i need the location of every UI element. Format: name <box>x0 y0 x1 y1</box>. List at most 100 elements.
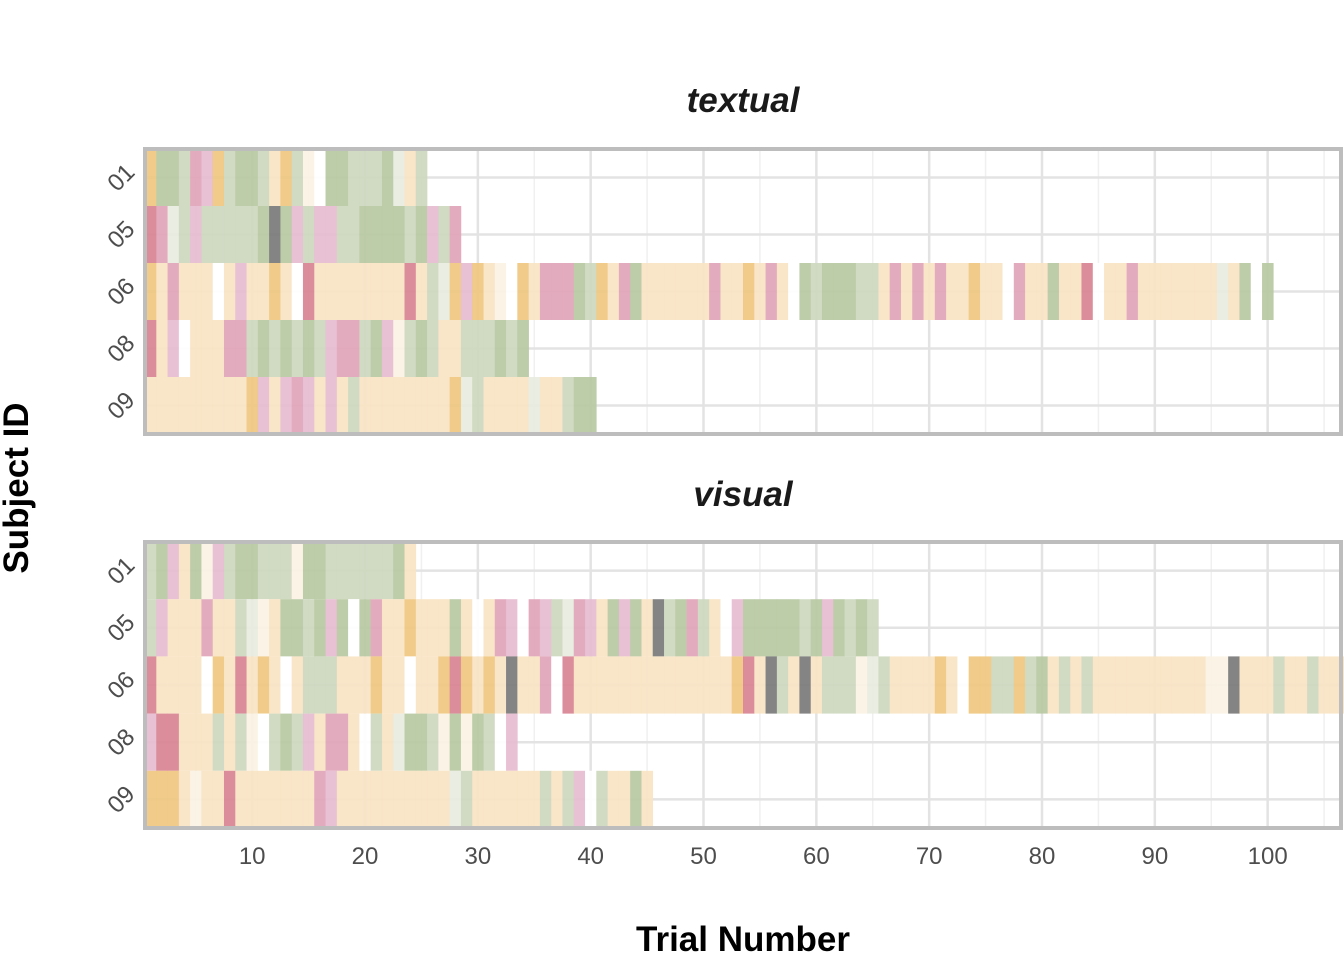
trial-tile <box>370 713 383 771</box>
trial-tile <box>393 377 405 434</box>
trial-tile <box>472 320 484 377</box>
trial-tile <box>302 599 315 657</box>
trial-tile <box>630 599 642 657</box>
trial-tile <box>743 656 755 714</box>
trial-tile <box>178 656 191 714</box>
trial-tile <box>472 656 484 714</box>
trial-tile <box>291 542 304 600</box>
trial-tile <box>664 599 676 657</box>
trial-tile <box>156 377 168 434</box>
trial-tile <box>269 599 281 657</box>
trial-tile <box>190 320 202 377</box>
trial-tile <box>404 149 417 206</box>
y-tick-label: 08 <box>102 724 140 762</box>
trial-tile <box>652 656 665 714</box>
trial-tile <box>528 377 541 434</box>
trial-tile <box>460 263 473 320</box>
trial-tile <box>370 149 383 206</box>
trial-tile <box>607 770 620 828</box>
trial-tile <box>156 263 168 320</box>
trial-tile <box>190 377 202 434</box>
trial-tile <box>302 206 315 263</box>
trial-tile <box>291 263 304 320</box>
trial-tile <box>449 206 462 263</box>
trial-tile <box>291 149 304 206</box>
trial-tile <box>235 542 247 600</box>
trial-tile <box>246 377 259 434</box>
trial-tile <box>438 263 450 320</box>
trial-tile <box>1058 263 1071 320</box>
trial-tile <box>551 263 563 320</box>
trial-tile <box>223 599 236 657</box>
trial-tile <box>810 656 823 714</box>
trial-tile <box>212 542 225 600</box>
trial-tile <box>302 713 315 771</box>
trial-tile <box>393 599 405 657</box>
trial-tile <box>269 263 281 320</box>
trial-tile <box>212 713 225 771</box>
trial-tile <box>257 263 270 320</box>
trial-tile <box>810 599 823 657</box>
trial-tile <box>235 770 247 828</box>
trial-tile <box>314 206 326 263</box>
trial-tile <box>167 713 180 771</box>
trial-tile <box>348 713 360 771</box>
trial-tile <box>359 320 371 377</box>
trial-tile <box>325 263 338 320</box>
trial-tile <box>867 263 879 320</box>
trial-tile <box>1036 263 1048 320</box>
trial-tile <box>359 542 371 600</box>
trial-tile <box>821 599 834 657</box>
y-tick-label: 01 <box>102 552 140 590</box>
y-tick-label: 05 <box>102 216 140 254</box>
trial-tile <box>506 656 518 714</box>
trial-tile <box>178 377 191 434</box>
trial-tile <box>675 263 687 320</box>
trial-tile <box>167 542 180 600</box>
x-tick-label: 90 <box>1141 843 1168 870</box>
trial-tile <box>291 320 304 377</box>
trial-tile <box>235 206 247 263</box>
trial-tile <box>404 377 417 434</box>
trial-tile <box>1250 263 1263 320</box>
trial-tile <box>641 263 654 320</box>
trial-tile <box>223 713 236 771</box>
trial-tile <box>483 713 496 771</box>
trial-tile <box>269 656 281 714</box>
trial-tile <box>528 656 541 714</box>
trial-tile <box>483 377 496 434</box>
trial-tile <box>686 263 699 320</box>
trial-tile <box>1115 656 1127 714</box>
trial-tile <box>393 656 405 714</box>
trial-tile <box>506 320 518 377</box>
trial-tile <box>269 206 281 263</box>
trial-tile <box>325 542 338 600</box>
subject-row-05 <box>145 206 462 263</box>
trial-tile <box>280 542 292 600</box>
trial-tile <box>359 149 371 206</box>
trial-tile <box>201 320 213 377</box>
trial-tile <box>212 149 225 206</box>
trial-tile <box>494 263 507 320</box>
trial-tile <box>720 656 733 714</box>
trial-tile <box>472 377 484 434</box>
trial-tile <box>257 206 270 263</box>
trial-tile <box>370 320 383 377</box>
trial-tile <box>1205 656 1218 714</box>
trial-tile <box>1160 263 1173 320</box>
trial-tile <box>765 263 778 320</box>
trial-tile <box>551 377 563 434</box>
trial-tile <box>280 377 292 434</box>
trial-tile <box>472 770 484 828</box>
subject-row-06 <box>145 656 1344 714</box>
trial-tile <box>1013 263 1026 320</box>
trial-tile <box>562 263 575 320</box>
panel-border <box>143 540 1343 830</box>
trial-tile <box>573 599 586 657</box>
trial-tile <box>314 713 326 771</box>
trial-tile <box>946 656 958 714</box>
trial-tile <box>1149 263 1161 320</box>
trial-tile <box>1262 263 1274 320</box>
trial-tile <box>1228 656 1240 714</box>
trial-tile <box>190 656 202 714</box>
